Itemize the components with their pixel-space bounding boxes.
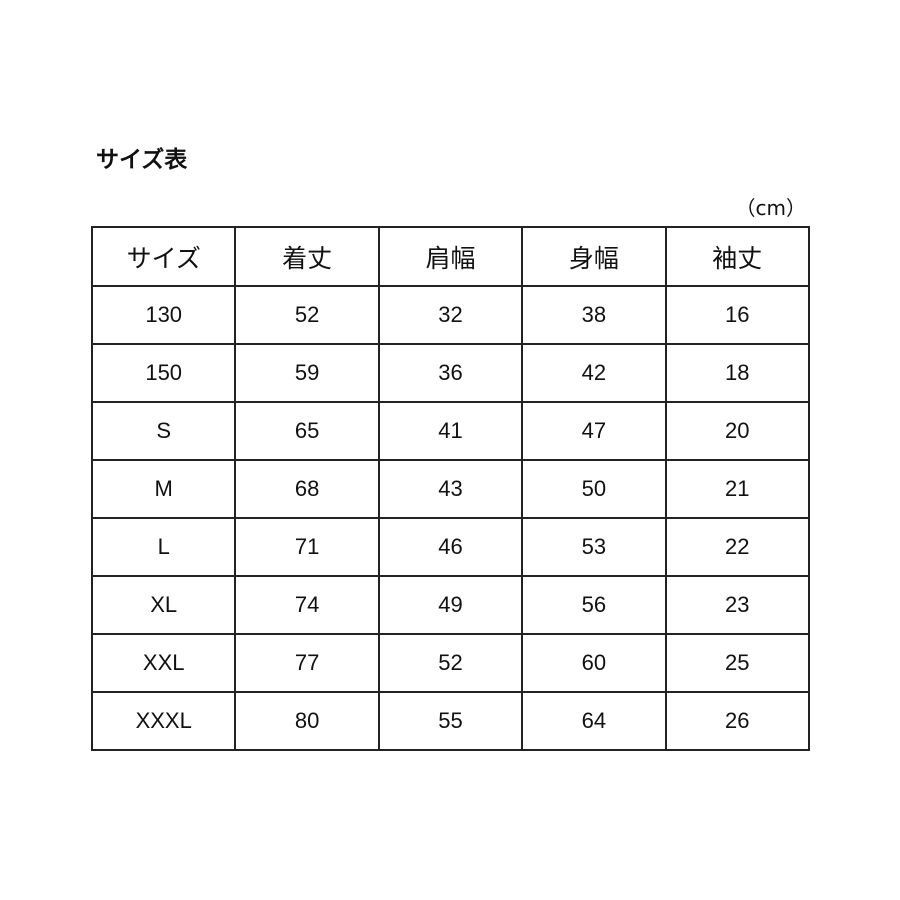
- cell-sleeve: 23: [664, 575, 811, 635]
- cell-size: XXL: [90, 633, 237, 693]
- cell-chest: 47: [521, 401, 667, 461]
- header-size: サイズ: [90, 226, 237, 287]
- table-row: M 68 43 50 21: [90, 459, 811, 519]
- cell-size: XXXL: [90, 691, 237, 751]
- cell-shoulder: 49: [377, 575, 524, 635]
- header-shoulder: 肩幅: [377, 226, 524, 287]
- table-row: 150 59 36 42 18: [90, 343, 811, 403]
- cell-length: 77: [234, 633, 380, 693]
- cell-size: S: [90, 401, 237, 461]
- cell-length: 68: [234, 459, 380, 519]
- cell-shoulder: 32: [377, 285, 524, 345]
- table-row: L 71 46 53 22: [90, 517, 811, 577]
- cell-sleeve: 26: [664, 691, 811, 751]
- cell-shoulder: 55: [377, 691, 524, 751]
- cell-sleeve: 22: [664, 517, 811, 577]
- table-row: S 65 41 47 20: [90, 401, 811, 461]
- table-row: XXXL 80 55 64 26: [90, 691, 811, 751]
- cell-sleeve: 21: [664, 459, 811, 519]
- cell-sleeve: 20: [664, 401, 811, 461]
- table-row: XL 74 49 56 23: [90, 575, 811, 635]
- cell-length: 71: [234, 517, 380, 577]
- page-title: サイズ表: [96, 147, 188, 173]
- cell-size: XL: [90, 575, 237, 635]
- unit-label: （cm）: [735, 196, 806, 220]
- header-sleeve: 袖丈: [664, 226, 811, 287]
- cell-length: 80: [234, 691, 380, 751]
- header-length: 着丈: [234, 226, 380, 287]
- cell-chest: 38: [521, 285, 667, 345]
- cell-shoulder: 52: [377, 633, 524, 693]
- cell-sleeve: 25: [664, 633, 811, 693]
- cell-length: 52: [234, 285, 380, 345]
- cell-shoulder: 41: [377, 401, 524, 461]
- cell-chest: 60: [521, 633, 667, 693]
- cell-shoulder: 43: [377, 459, 524, 519]
- header-chest: 身幅: [521, 226, 667, 287]
- cell-chest: 56: [521, 575, 667, 635]
- cell-sleeve: 16: [664, 285, 811, 345]
- cell-sleeve: 18: [664, 343, 811, 403]
- cell-size: 130: [90, 285, 237, 345]
- cell-chest: 42: [521, 343, 667, 403]
- cell-size: 150: [90, 343, 237, 403]
- table-row: 130 52 32 38 16: [90, 285, 811, 345]
- table-header-row: サイズ 着丈 肩幅 身幅 袖丈: [90, 226, 811, 287]
- cell-shoulder: 36: [377, 343, 524, 403]
- cell-length: 65: [234, 401, 380, 461]
- cell-shoulder: 46: [377, 517, 524, 577]
- cell-size: L: [90, 517, 237, 577]
- cell-length: 74: [234, 575, 380, 635]
- cell-size: M: [90, 459, 237, 519]
- table-row: XXL 77 52 60 25: [90, 633, 811, 693]
- cell-chest: 64: [521, 691, 667, 751]
- size-table: サイズ 着丈 肩幅 身幅 袖丈 130 52 32 38 16 150 59 36 42 18 S 6…: [90, 226, 811, 751]
- cell-chest: 50: [521, 459, 667, 519]
- cell-chest: 53: [521, 517, 667, 577]
- cell-length: 59: [234, 343, 380, 403]
